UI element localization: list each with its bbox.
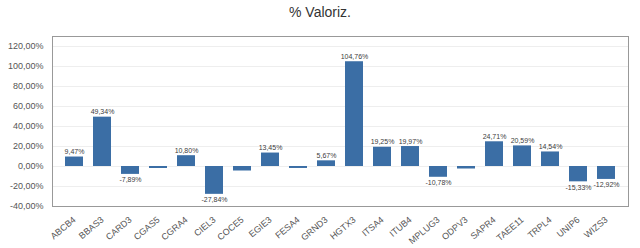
svg-text:-15,33%: -15,33% [565,184,591,191]
svg-text:CGRA4: CGRA4 [159,215,189,243]
svg-text:40,00%: 40,00% [13,121,44,131]
svg-text:MPLUG3: MPLUG3 [407,215,442,246]
svg-text:49,34%: 49,34% [91,108,115,115]
svg-text:24,71%: 24,71% [483,133,507,140]
svg-text:0,00%: 0,00% [18,161,44,171]
svg-text:-7,89%: -7,89% [119,176,141,183]
svg-text:ODPV3: ODPV3 [440,215,470,242]
svg-text:ABCB4: ABCB4 [49,215,78,242]
svg-text:104,76%: 104,76% [341,53,369,60]
svg-text:19,25%: 19,25% [371,138,395,145]
svg-text:100,00%: 100,00% [8,61,44,71]
svg-text:20,00%: 20,00% [13,141,44,151]
svg-text:-12,92%: -12,92% [593,181,619,188]
svg-text:19,97%: 19,97% [399,138,423,145]
svg-text:60,00%: 60,00% [13,101,44,111]
svg-text:10,80%: 10,80% [175,147,199,154]
svg-text:CGAS5: CGAS5 [132,215,162,242]
svg-text:9,47%: 9,47% [65,148,85,155]
svg-text:5,67%: 5,67% [317,152,337,159]
svg-text:ITUB4: ITUB4 [387,214,414,239]
svg-text:-10,78%: -10,78% [425,179,451,186]
svg-text:13,45%: 13,45% [259,144,283,151]
svg-text:CIEL3: CIEL3 [192,215,218,239]
svg-text:CARD3: CARD3 [104,215,134,242]
svg-text:ITSA4: ITSA4 [360,215,386,239]
svg-text:120,00%: 120,00% [8,41,44,51]
svg-text:FESA4: FESA4 [273,215,301,241]
svg-text:GRND3: GRND3 [299,215,330,243]
svg-text:WIZS3: WIZS3 [582,215,610,240]
svg-text:SAPR4: SAPR4 [469,215,498,242]
svg-text:COCE5: COCE5 [215,215,245,243]
svg-text:BBAS3: BBAS3 [77,215,106,241]
svg-text:EGIE3: EGIE3 [247,215,274,240]
svg-text:TRPL4: TRPL4 [526,215,554,241]
svg-text:-40,00%: -40,00% [10,201,44,211]
svg-text:20,59%: 20,59% [511,137,535,144]
svg-text:UNIP6: UNIP6 [555,215,582,240]
svg-text:HGTX3: HGTX3 [328,215,357,242]
svg-text:TAEE11: TAEE11 [495,215,526,243]
html-text:% Valoriz.: % Valoriz. [289,4,351,20]
svg-text:80,00%: 80,00% [13,81,44,91]
svg-text:14,54%: 14,54% [539,143,563,150]
svg-text:-27,84%: -27,84% [201,196,227,203]
svg-text:-20,00%: -20,00% [10,181,44,191]
